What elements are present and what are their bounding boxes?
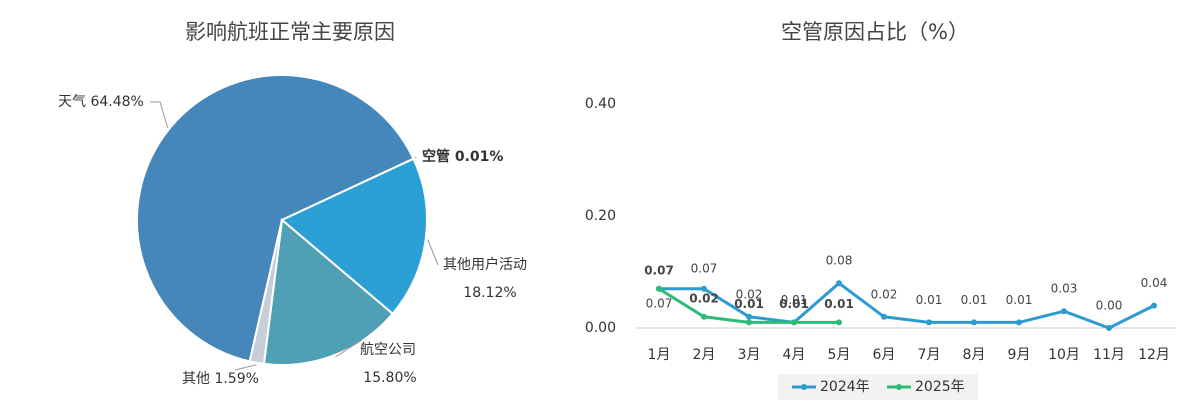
point (746, 313, 752, 320)
point (791, 319, 797, 326)
x-tick-label: 4月 (783, 347, 806, 363)
slice-name: 其他用户活动 (443, 256, 527, 273)
pie-slice (280, 157, 428, 316)
slice-label: 其他 1.59% (182, 371, 259, 387)
point (881, 313, 887, 320)
point (746, 319, 752, 326)
slice-label: 空管 0.01% (422, 148, 503, 165)
pie-slice (136, 74, 415, 363)
legend-dot (801, 384, 807, 390)
x-tick-label: 6月 (873, 347, 896, 363)
series-line (659, 281, 1155, 330)
data-label: 0.02 (689, 291, 719, 305)
slice-value: 0.01% (455, 149, 504, 165)
slice-label: 其他用户活动 (443, 256, 527, 273)
data-label: 0.01 (779, 297, 809, 311)
legend-label: 2024年 (820, 379, 870, 395)
data-label: 0.08 (826, 254, 853, 268)
point (836, 319, 842, 326)
pie-title: 影响航班正常主要原因 (185, 20, 395, 44)
pie-slice (248, 219, 283, 365)
x-tick-label: 1月 (648, 347, 671, 363)
data-label: 0.00 (1096, 299, 1123, 313)
data-label: 0.02 (736, 287, 763, 301)
x-tick-label: 9月 (1008, 347, 1031, 363)
slice-value: 64.48% (90, 94, 143, 110)
slice-label: 航空公司 (360, 342, 416, 358)
data-label: 0.01 (916, 293, 943, 307)
point (701, 285, 707, 292)
x-tick-label: 10月 (1048, 347, 1080, 363)
slice-name: 天气 (58, 94, 86, 110)
point (656, 285, 662, 292)
pie-slice (262, 218, 395, 366)
y-tick-label: 0.00 (585, 320, 616, 336)
legend-dot (896, 384, 902, 390)
data-label: 0.02 (871, 287, 898, 301)
slice-name: 空管 (422, 148, 450, 165)
data-label: 0.01 (961, 293, 988, 307)
slice-value: 15.80% (363, 370, 416, 386)
leader-line (234, 364, 257, 371)
legend-label: 2025年 (915, 379, 965, 395)
x-tick-label: 11月 (1093, 347, 1125, 363)
x-tick-label: 5月 (828, 347, 851, 363)
data-label: 0.01 (734, 297, 764, 311)
data-label: 0.04 (1141, 276, 1168, 290)
x-tick-label: 7月 (918, 347, 941, 363)
line-title: 空管原因占比（%） (781, 20, 969, 44)
slice-value: 1.59% (214, 371, 258, 387)
point (1151, 302, 1157, 309)
data-label: 0.01 (781, 293, 808, 307)
point (701, 313, 707, 320)
x-tick-label: 3月 (738, 347, 761, 363)
data-label: 0.07 (691, 261, 718, 275)
slice-label: 天气 64.48% (58, 94, 144, 110)
point (971, 319, 977, 326)
slice-value: 18.12% (463, 285, 516, 301)
y-tick-label: 0.40 (585, 96, 616, 112)
data-label: 0.07 (644, 263, 674, 277)
x-tick-label: 12月 (1138, 347, 1170, 363)
point (836, 280, 842, 287)
data-label: 0.03 (1051, 282, 1078, 296)
x-tick-label: 2月 (693, 347, 716, 363)
point (1016, 319, 1022, 326)
point (1061, 308, 1067, 315)
leader-line (414, 156, 417, 159)
data-label: 0.01 (824, 297, 854, 311)
slice-name: 航空公司 (360, 342, 416, 358)
leader-line (427, 239, 439, 266)
data-label: 0.01 (1006, 293, 1033, 307)
data-label: 0.07 (646, 296, 673, 310)
leader-line (335, 339, 363, 358)
x-tick-label: 8月 (963, 347, 986, 363)
point (1106, 325, 1112, 331)
point (926, 319, 932, 326)
slice-name: 其他 (182, 371, 210, 387)
leader-line (150, 101, 169, 128)
y-tick-label: 0.20 (585, 208, 616, 224)
